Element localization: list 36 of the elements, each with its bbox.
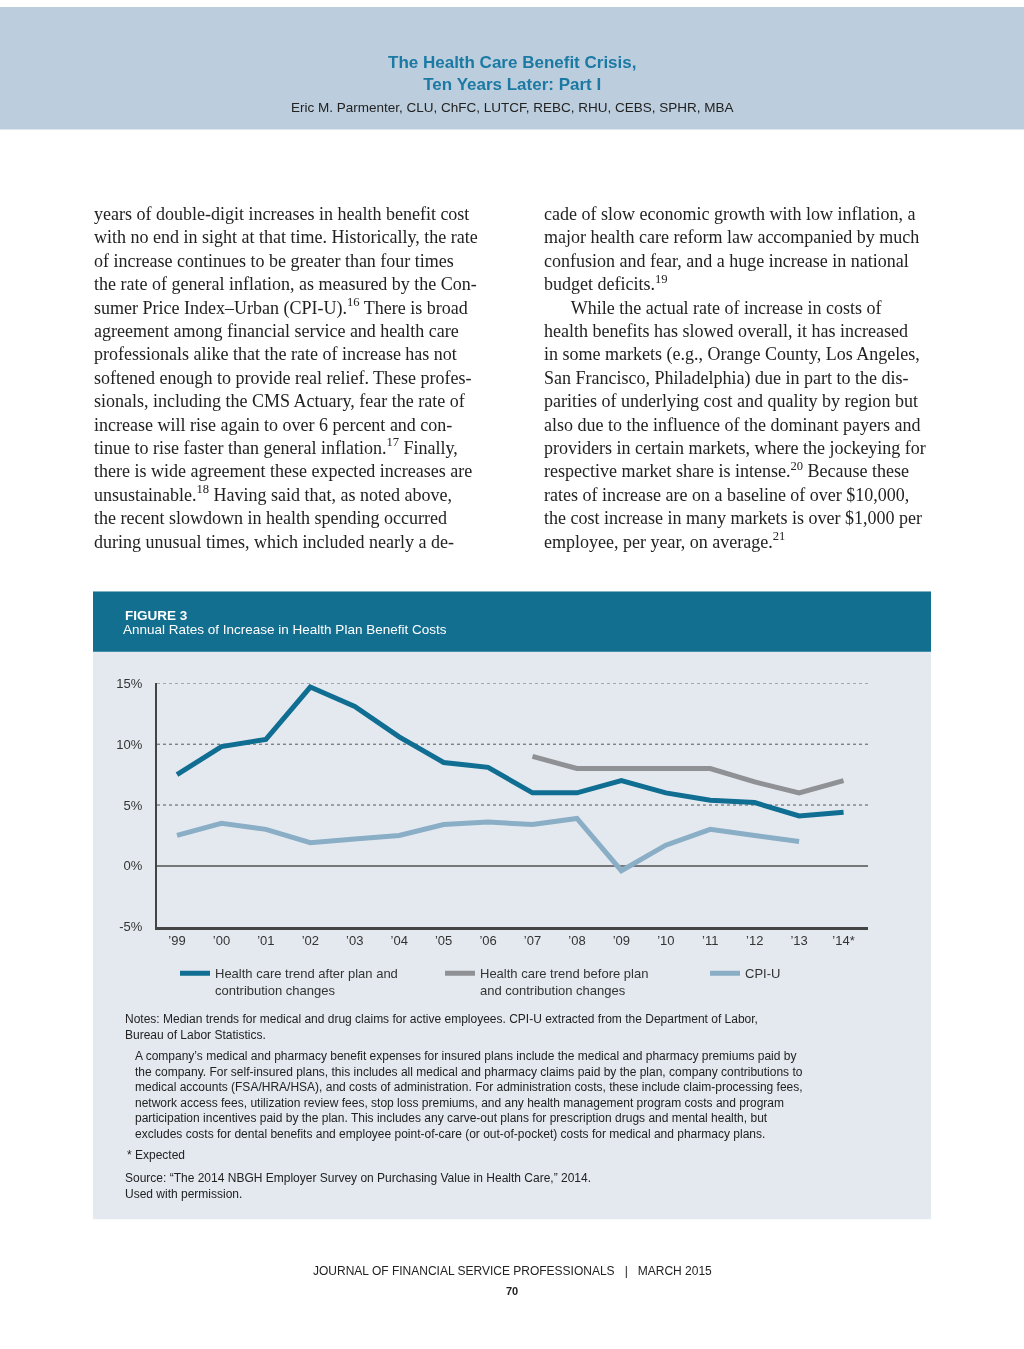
y-tick-label: -5%	[119, 919, 143, 935]
y-tick-label: 0%	[123, 858, 143, 874]
x-tick-label: ’14*	[832, 933, 855, 949]
x-tick-label: ’08	[568, 933, 586, 949]
x-tick-label: ’00	[212, 933, 231, 949]
x-tick-label: ’10	[657, 933, 675, 949]
legend-label: CPI-U	[745, 966, 781, 982]
text: cade of slow economic growth with low inflation, a major health care reform law accompanied by much confusion and fear, and a huge increase in national budget deficits.$^{19}$ While the actual rate of increase in costs of health benefits has slowed overall, it has increased in some markets (e.g., Orange County, Los Angeles, San Francisco, Philadelphia) due in part to the dis- parities of underlying cost and quality by region but also due to the influence of the dominant payers and providers in certain markets, where the jockeying for respective market share is intense.$^{20}$ Because these rates of increase are on a baseline of over $10,000, the cost increase in many markets is over $1,000 per employee, per year, on average.$^{21}$	[544, 204, 926, 552]
x-tick-label: ’01	[257, 933, 275, 949]
x-tick-label: ’05	[434, 933, 453, 949]
text: * Expected	[127, 1148, 186, 1162]
x-tick-label: ’99	[168, 933, 186, 949]
chart-title: Annual Rates of Increase in Health Plan Benefit Costs	[123, 621, 447, 637]
x-tick-label: ’03	[346, 933, 364, 949]
text: A company’s medical and pharmacy benefit expenses for insured plans include the medical and pharmacy premiums paid by the company. For self-insured plans, this includes all medical and pharmacy claims paid by the plan, company contributions to medical accounts (FSA/HRA/HSA), and costs of administration. For administration costs, these include claim-processing fees, network access fees, utilization review fees, stop loss premiums, and any health management program costs and program participation incentives paid by the plan. This includes any carve-out plans for prescription drugs and mental health, but excludes costs for dental benefits and employee point-of-care (or out-of-pocket) costs for medical and pharmacy plans.	[135, 1049, 803, 1141]
text: years of double-digit increases in health benefit cost with no end in sight at that time. Historically, the rate of increase continues to be greater than four times the rate of general inflation, as measured by the Con- sumer Price Index–Urban (CPI-U).$^{16}$ There is broad agreement among financial service and health care professionals alike that the rate of increase has not softened enough to provide real relief. These profes- sionals, including the CMS Actuary, fear the rate of increase will rise again to over 6 percent and con- tinue to rise faster than general inflation.$^{17}$ Finally, there is wide agreement these expected increases are unsustainable.$^{18}$ Having said that, as noted above, the recent slowdown in health spending occurred during unusual times, which included nearly a de-	[94, 204, 478, 552]
x-tick-label: ’12	[746, 933, 764, 949]
text: JOURNAL OF FINANCIAL SERVICE PROFESSIONALS | MARCH 2015	[313, 1264, 713, 1278]
x-tick-label: ’11	[702, 933, 719, 949]
y-tick-label: 5%	[123, 797, 143, 813]
x-tick-label: ’07	[523, 933, 542, 949]
x-tick-label: ’09	[612, 933, 631, 949]
source-note: Source: “The 2014 NBGH Employer Survey on Purchasing Value in Health Care,” 2014. Used with permission.	[125, 1171, 592, 1201]
text: Notes: Median trends for medical and drug claims for active employees. CPI-U extracted from the Department of Labor, Bureau of Labor Statistics.	[125, 1012, 758, 1042]
y-tick-label: 15%	[116, 675, 143, 691]
x-tick-label: ’02	[301, 933, 319, 949]
text: 70	[506, 1285, 519, 1297]
text: Eric M. Parmenter, CLU, ChFC, LUTCF, REBC, RHU, CEBS, SPHR, MBA	[291, 100, 734, 115]
x-tick-label: ’04	[390, 933, 408, 949]
x-tick-label: ’06	[479, 933, 497, 949]
caption: FIGURE 3	[125, 608, 188, 623]
y-tick-label: 10%	[116, 736, 143, 752]
x-tick-label: ’13	[790, 933, 808, 949]
legend-label: Health care trend before plan and contribution changes	[480, 966, 649, 999]
text: The Health Care Benefit Crisis, Ten Years Later: Part I	[388, 53, 637, 95]
legend-label: Health care trend after plan and contribution changes	[215, 966, 398, 999]
